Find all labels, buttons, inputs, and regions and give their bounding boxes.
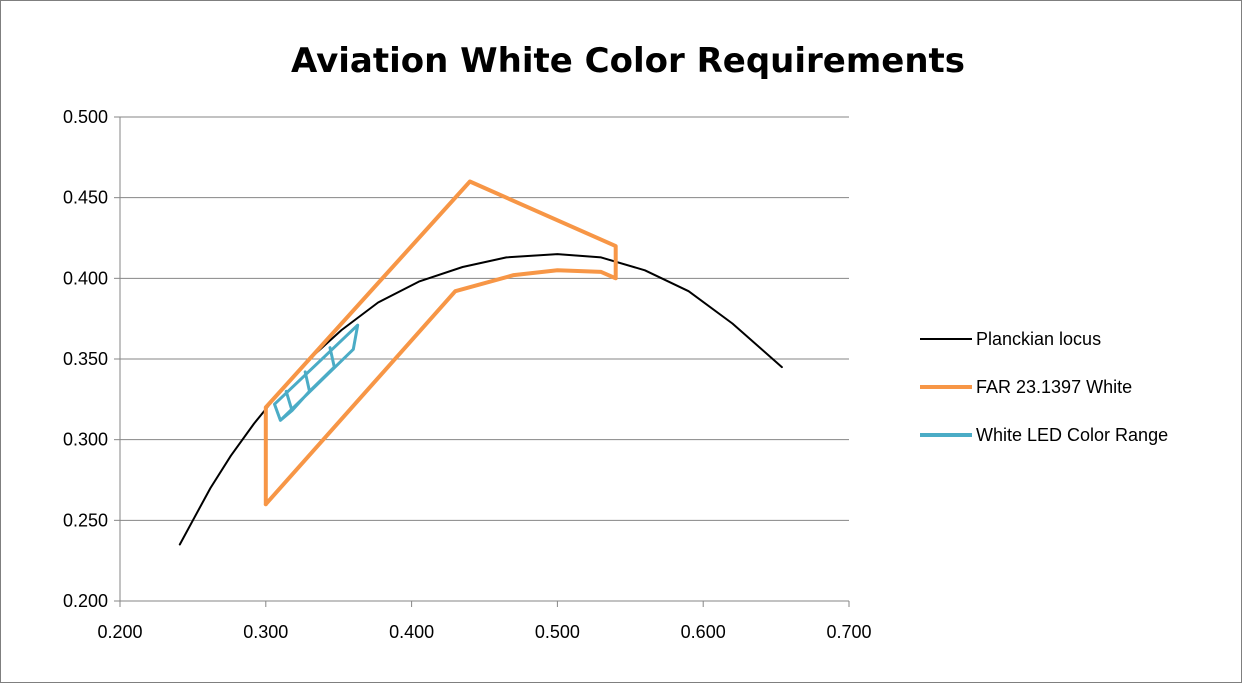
chart-title: Aviation White Color Requirements (291, 41, 965, 81)
y-tick-label: 0.500 (63, 107, 108, 127)
x-tick-label: 0.700 (826, 622, 871, 642)
y-tick-label: 0.250 (63, 510, 108, 530)
legend-label-3: White LED Color Range (976, 425, 1168, 445)
series-line-1 (178, 253, 783, 546)
series-line-3 (273, 323, 360, 422)
y-tick-label: 0.400 (63, 268, 108, 288)
y-tick-label: 0.200 (63, 591, 108, 611)
y-tick-label: 0.450 (63, 188, 108, 208)
plot-area (178, 179, 783, 546)
axes: 0.200 0.250 0.300 0.350 0.400 0.450 0.500 0.200… (63, 107, 872, 642)
legend-label-2: FAR 23.1397 White (976, 377, 1132, 397)
x-tick-label: 0.400 (389, 622, 434, 642)
y-tick-label: 0.300 (63, 430, 108, 450)
legend: Planckian locus FAR 23.1397 White White LE… (920, 329, 1168, 445)
y-tick-label: 0.350 (63, 349, 108, 369)
x-tick-label: 0.500 (535, 622, 580, 642)
series-line-2 (263, 179, 618, 507)
x-tick-label: 0.600 (681, 622, 726, 642)
x-tick-label: 0.300 (243, 622, 288, 642)
legend-label-1: Planckian locus (976, 329, 1101, 349)
x-tick-label: 0.200 (97, 622, 142, 642)
